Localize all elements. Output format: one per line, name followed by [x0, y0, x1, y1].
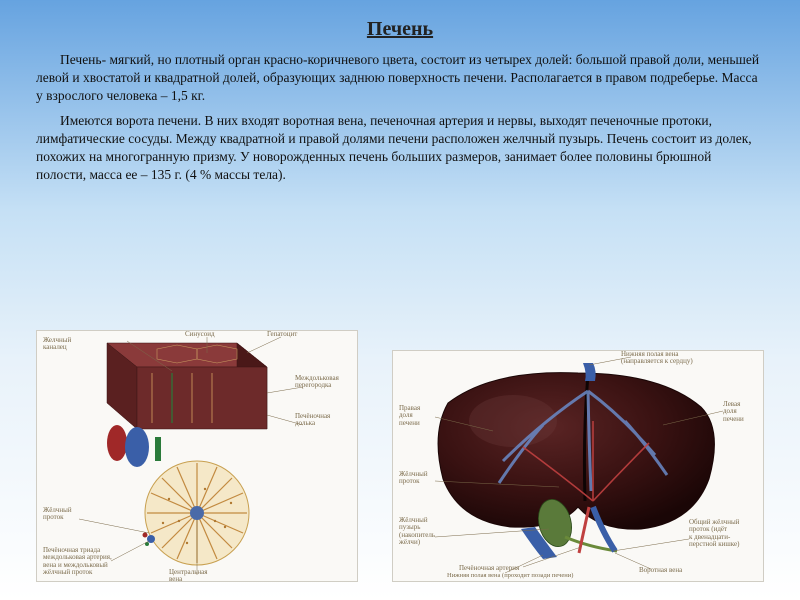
slide: Печень Печень- мягкий, но плотный орган …: [0, 0, 800, 600]
label-ivc-top: Нижняя полая вена(направляется к сердцу): [621, 351, 693, 366]
label-bile-canaliculus: Желчныйканалец: [43, 337, 71, 352]
label-portal-triad: Печёночная триадамеждольковая артерия,ве…: [43, 547, 139, 576]
label-hepatocyte: Гепатоцит: [267, 331, 297, 338]
label-right-lobe: Праваядоляпечени: [399, 405, 420, 427]
lobule-diagram: Желчныйканалец Синусоид Гепатоцит Междол…: [36, 330, 358, 582]
label-bile-duct: Жёлчныйпроток: [43, 507, 72, 522]
figures-row: Желчныйканалец Синусоид Гепатоцит Междол…: [36, 330, 764, 582]
label-sinusoid: Синусоид: [185, 331, 215, 338]
lobule-svg: [37, 331, 357, 581]
label-interlobular-septum: Междольковаяперегородка: [295, 375, 339, 390]
liver-diagram: Нижняя полая вена(направляется к сердцу)…: [392, 350, 764, 582]
slide-title: Печень: [36, 18, 764, 41]
paragraph-1: Печень- мягкий, но плотный орган красно-…: [36, 51, 764, 106]
label-central-vein: Центральнаявена: [169, 569, 207, 584]
label-ivc-bottom: Нижняя полая вена (проходит позади печен…: [447, 573, 573, 580]
label-hepatic-lobule: Печёночнаядолька: [295, 413, 330, 428]
label-portal-vein: Воротная вена: [639, 567, 682, 574]
label-bile-duct-r: Жёлчныйпроток: [399, 471, 428, 486]
label-gallbladder: Жёлчныйпузырь(накопительжёлчи): [399, 517, 455, 546]
label-common-bile-duct: Общий жёлчныйпроток (идётк двенадцати-пе…: [689, 519, 761, 548]
label-left-lobe: Леваядоляпечени: [723, 401, 744, 423]
paragraph-2: Имеются ворота печени. В них входят воро…: [36, 112, 764, 185]
body-text: Печень- мягкий, но плотный орган красно-…: [36, 51, 764, 185]
